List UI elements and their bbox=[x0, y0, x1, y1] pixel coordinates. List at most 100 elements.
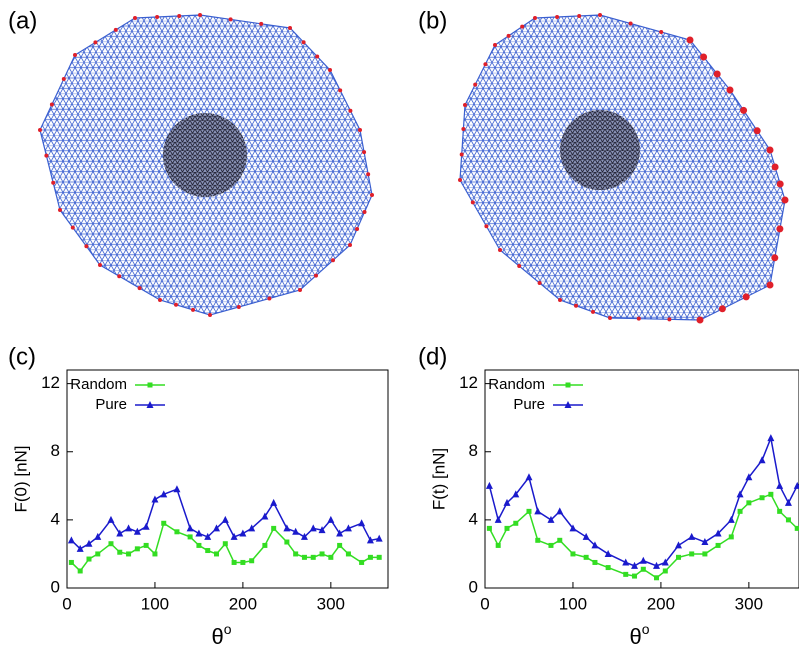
edge-atom bbox=[358, 128, 362, 132]
point bbox=[367, 554, 373, 560]
legend-marker bbox=[147, 382, 153, 388]
point bbox=[675, 541, 683, 549]
point bbox=[195, 529, 203, 537]
edge-atom bbox=[776, 225, 784, 233]
point bbox=[222, 541, 228, 547]
edge-atom bbox=[740, 106, 748, 114]
edge-atom bbox=[667, 317, 672, 322]
edge-atom bbox=[753, 127, 761, 135]
point bbox=[143, 542, 149, 548]
point bbox=[262, 542, 268, 548]
edge-atom bbox=[84, 244, 89, 249]
legend-marker bbox=[146, 401, 154, 408]
edge-atom bbox=[461, 127, 466, 131]
legend-marker bbox=[564, 401, 572, 408]
point bbox=[503, 498, 511, 506]
series-line bbox=[488, 493, 798, 579]
point bbox=[173, 485, 181, 493]
edge-atom bbox=[348, 108, 353, 113]
edge-atom bbox=[314, 273, 318, 278]
point bbox=[662, 568, 668, 574]
legend-marker bbox=[565, 382, 571, 388]
edge-atom bbox=[555, 14, 560, 19]
point bbox=[736, 490, 744, 498]
point bbox=[94, 532, 102, 540]
edge-atom bbox=[73, 53, 77, 57]
point bbox=[727, 515, 735, 523]
point bbox=[702, 551, 708, 557]
point bbox=[133, 527, 141, 535]
edge-atom bbox=[338, 88, 343, 93]
network-b bbox=[458, 13, 789, 324]
core-lattice bbox=[163, 113, 247, 197]
core-lattice bbox=[560, 110, 640, 190]
point bbox=[768, 491, 774, 497]
edge-atom bbox=[459, 152, 464, 157]
legend-label: Pure bbox=[95, 396, 127, 413]
point bbox=[512, 490, 520, 498]
point bbox=[116, 529, 124, 537]
x-tick-label: 200 bbox=[647, 594, 675, 613]
point bbox=[152, 551, 158, 557]
plot-frame bbox=[66, 369, 389, 589]
y-tick-label: 4 bbox=[51, 509, 60, 528]
edge-atom bbox=[191, 307, 195, 312]
point bbox=[592, 559, 598, 565]
edge-atom bbox=[771, 254, 779, 262]
point bbox=[485, 481, 493, 489]
edge-atom bbox=[331, 258, 335, 263]
edge-atom bbox=[766, 281, 774, 289]
edge-atom bbox=[362, 150, 367, 155]
point bbox=[582, 532, 590, 540]
edge-atom bbox=[577, 13, 582, 18]
edge-atom bbox=[155, 14, 160, 19]
point bbox=[76, 544, 84, 552]
edge-atom bbox=[498, 248, 502, 252]
point bbox=[292, 527, 300, 535]
x-tick-label: 200 bbox=[229, 594, 257, 613]
x-axis-label: θo bbox=[629, 621, 649, 649]
point bbox=[591, 541, 599, 549]
point bbox=[557, 537, 563, 543]
edge-atom bbox=[776, 180, 784, 188]
point bbox=[151, 495, 159, 503]
edge-atom bbox=[44, 153, 49, 158]
x-label-superscript: o bbox=[642, 621, 650, 637]
point bbox=[86, 556, 92, 562]
point bbox=[134, 546, 140, 552]
point bbox=[85, 539, 93, 547]
point bbox=[336, 529, 344, 537]
edge-atom bbox=[608, 316, 612, 320]
edge-atom bbox=[177, 13, 182, 18]
point bbox=[283, 524, 291, 532]
point bbox=[758, 456, 766, 464]
edge-atom bbox=[766, 146, 774, 154]
y-tick-label: 8 bbox=[51, 441, 60, 460]
point bbox=[688, 532, 696, 540]
x-tick-label: 0 bbox=[480, 594, 489, 613]
edge-atom bbox=[298, 288, 302, 292]
point bbox=[293, 551, 299, 557]
point bbox=[213, 524, 221, 532]
y-axis-label: F(0) [nN] bbox=[11, 445, 30, 512]
point bbox=[205, 548, 211, 554]
point bbox=[344, 524, 352, 532]
edge-atom bbox=[483, 62, 488, 67]
point bbox=[654, 575, 660, 581]
point bbox=[318, 526, 326, 534]
point bbox=[248, 524, 256, 532]
point bbox=[701, 538, 709, 546]
point bbox=[160, 490, 168, 498]
point bbox=[214, 551, 220, 557]
point bbox=[570, 551, 576, 557]
point bbox=[583, 554, 589, 560]
x-tick-label: 300 bbox=[735, 594, 763, 613]
point bbox=[776, 481, 784, 489]
point bbox=[319, 551, 325, 557]
edge-atom bbox=[506, 33, 511, 38]
point bbox=[534, 507, 542, 515]
panel-label: (b) bbox=[418, 7, 447, 34]
edge-atom bbox=[362, 210, 367, 214]
edge-atom bbox=[158, 298, 162, 302]
point bbox=[337, 542, 343, 548]
